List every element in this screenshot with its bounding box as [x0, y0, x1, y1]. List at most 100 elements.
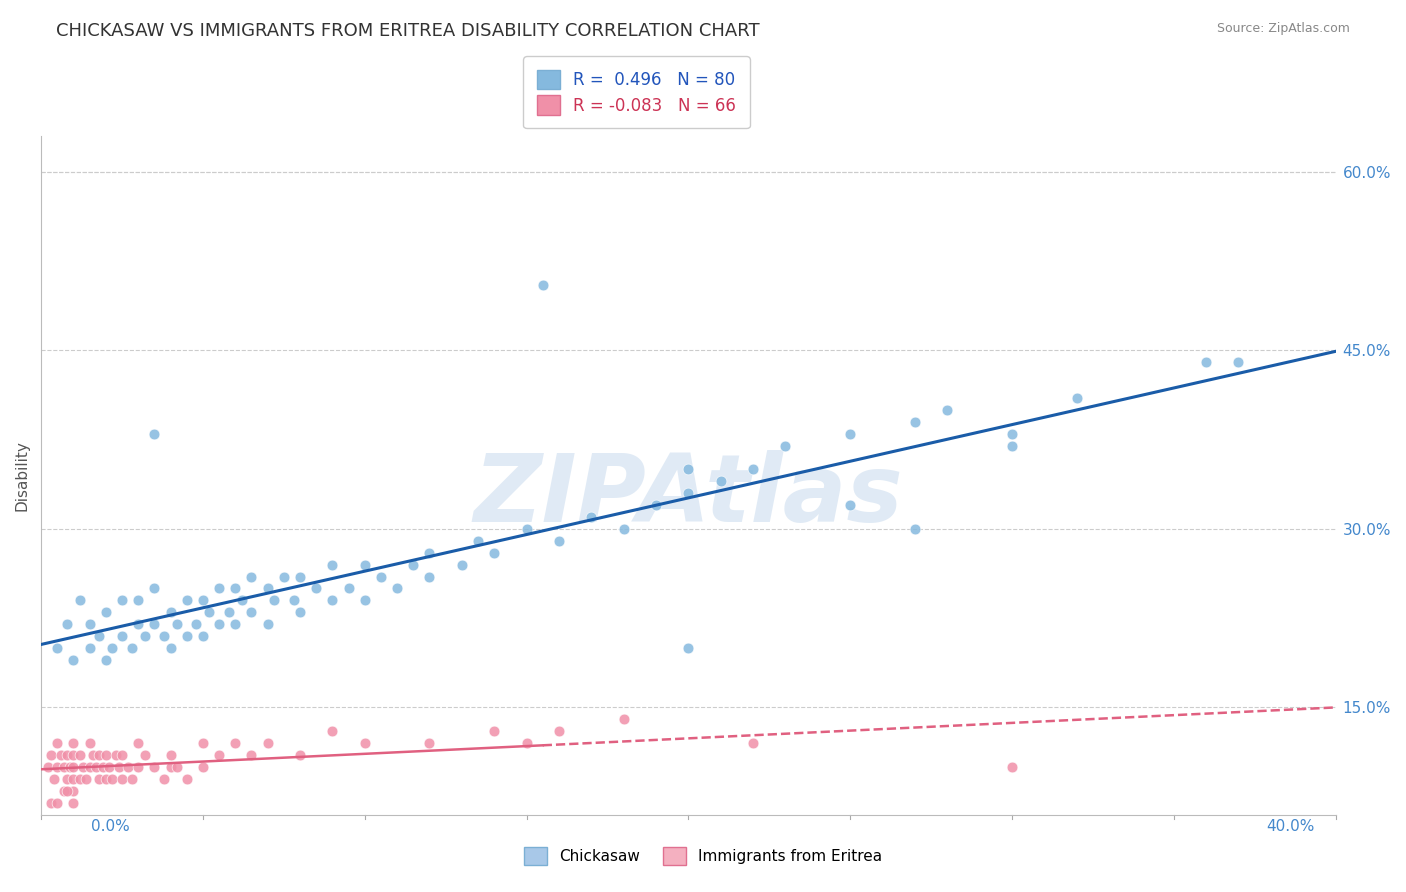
Point [1001, 426, 1024, 441]
Point [111, 747, 134, 762]
Point [321, 724, 343, 739]
Point [321, 558, 343, 572]
Point [89, 747, 111, 762]
Point [56, 772, 79, 786]
Point [143, 617, 166, 632]
Point [98, 760, 121, 774]
Point [337, 582, 360, 596]
Point [56, 747, 79, 762]
Point [240, 747, 263, 762]
Point [370, 569, 392, 583]
Point [645, 498, 668, 512]
Point [839, 426, 862, 441]
Point [79, 736, 101, 750]
Point [256, 582, 278, 596]
Point [191, 760, 214, 774]
Point [111, 772, 134, 786]
Point [256, 736, 278, 750]
Point [418, 569, 440, 583]
Point [742, 736, 765, 750]
Point [42, 772, 65, 786]
Point [678, 486, 700, 500]
Point [101, 772, 124, 786]
Point [159, 747, 181, 762]
Point [127, 736, 149, 750]
Point [159, 640, 181, 655]
Point [208, 617, 231, 632]
Point [166, 760, 188, 774]
Point [56, 617, 79, 632]
Point [153, 772, 176, 786]
Point [613, 522, 636, 536]
Point [186, 617, 208, 632]
Point [353, 736, 375, 750]
Point [84, 760, 107, 774]
Point [143, 760, 166, 774]
Point [72, 760, 94, 774]
Point [52, 760, 75, 774]
Point [402, 558, 425, 572]
Point [1066, 391, 1088, 405]
Point [467, 533, 489, 548]
Point [94, 772, 117, 786]
Point [82, 747, 104, 762]
Point [39, 747, 62, 762]
Point [240, 605, 263, 619]
Point [548, 533, 571, 548]
Point [515, 736, 537, 750]
Point [224, 736, 246, 750]
Point [111, 629, 134, 643]
Point [143, 582, 166, 596]
Point [79, 760, 101, 774]
Point [385, 582, 408, 596]
Point [1001, 439, 1024, 453]
Point [288, 747, 311, 762]
Point [548, 724, 571, 739]
Point [450, 558, 472, 572]
Point [1227, 355, 1250, 369]
Point [678, 462, 700, 476]
Point [127, 760, 149, 774]
Point [49, 747, 72, 762]
Point [143, 426, 166, 441]
Point [515, 522, 537, 536]
Point [79, 617, 101, 632]
Point [62, 796, 84, 810]
Point [159, 760, 181, 774]
Point [46, 640, 69, 655]
Point [218, 605, 240, 619]
Point [839, 498, 862, 512]
Point [75, 772, 97, 786]
Point [62, 747, 84, 762]
Point [121, 772, 143, 786]
Point [305, 582, 328, 596]
Text: CHICKASAW VS IMMIGRANTS FROM ERITREA DISABILITY CORRELATION CHART: CHICKASAW VS IMMIGRANTS FROM ERITREA DIS… [56, 22, 759, 40]
Point [159, 605, 181, 619]
Text: 0.0%: 0.0% [91, 819, 131, 834]
Point [39, 796, 62, 810]
Point [91, 760, 114, 774]
Point [775, 439, 797, 453]
Point [613, 712, 636, 726]
Legend: R =  0.496   N = 80, R = -0.083   N = 66: R = 0.496 N = 80, R = -0.083 N = 66 [523, 56, 749, 128]
Point [89, 772, 111, 786]
Point [710, 475, 733, 489]
Point [69, 593, 91, 607]
Point [482, 546, 505, 560]
Point [191, 593, 214, 607]
Point [101, 640, 124, 655]
Point [94, 605, 117, 619]
Point [37, 760, 59, 774]
Point [482, 724, 505, 739]
Point [263, 593, 285, 607]
Point [418, 546, 440, 560]
Point [904, 522, 927, 536]
Point [46, 736, 69, 750]
Point [176, 772, 198, 786]
Point [153, 629, 176, 643]
Point [742, 462, 765, 476]
Point [1001, 760, 1024, 774]
Point [224, 617, 246, 632]
Point [191, 736, 214, 750]
Point [59, 760, 82, 774]
